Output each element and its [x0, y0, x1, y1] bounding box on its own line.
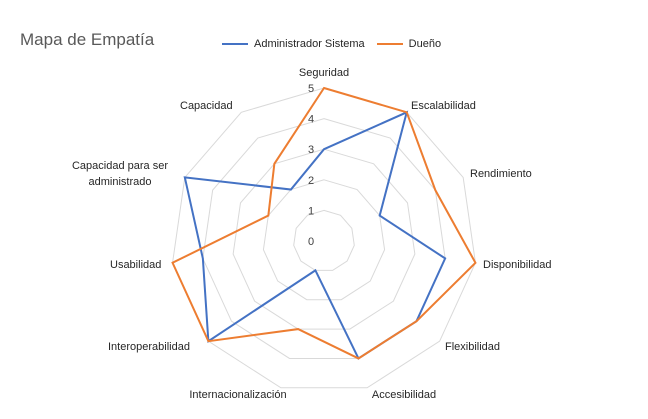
- category-label: Accesibilidad: [372, 389, 436, 401]
- category-label: Flexibilidad: [445, 341, 500, 353]
- legend-swatch-dueno: [376, 43, 403, 45]
- legend-swatch-administrador: [222, 43, 248, 45]
- grid-ring-3: [232, 148, 416, 330]
- radial-tick-label: 0: [308, 236, 314, 248]
- category-label: Interoperabilidad: [108, 341, 190, 353]
- category-label: Internacionalización: [189, 389, 286, 401]
- legend-label-administrador: Administrador Sistema: [254, 38, 365, 50]
- radial-tick-label: 3: [308, 144, 314, 156]
- category-label: Usabilidad: [110, 259, 161, 271]
- series-line-dueno: [171, 86, 477, 360]
- radial-tick-label: 1: [308, 205, 314, 217]
- grid-ring-2: [262, 179, 386, 301]
- grid-ring-5: [172, 87, 476, 389]
- category-label: Disponibilidad: [483, 259, 552, 271]
- radial-tick-label: 4: [308, 114, 314, 126]
- legend-label-dueno: Dueño: [408, 38, 442, 50]
- grid-ring-1: [293, 209, 355, 271]
- radial-tick-label: 5: [308, 83, 314, 95]
- legend-item-dueno: Dueño: [376, 38, 442, 50]
- radial-tick-label: 2: [308, 175, 314, 187]
- category-label: Capacidad: [180, 100, 233, 112]
- category-label: Seguridad: [299, 67, 349, 79]
- grid-ring-4: [202, 118, 446, 359]
- category-label: Capacidad para ser administrado: [72, 160, 168, 188]
- category-label: Rendimiento: [470, 168, 532, 180]
- chart-title: Mapa de Empatía: [20, 30, 155, 49]
- legend-item-administrador: Administrador Sistema: [222, 38, 365, 50]
- category-label: Escalabilidad: [411, 100, 476, 112]
- legend: Administrador Sistema Dueño: [222, 38, 441, 50]
- series-line-administrador: [183, 110, 447, 360]
